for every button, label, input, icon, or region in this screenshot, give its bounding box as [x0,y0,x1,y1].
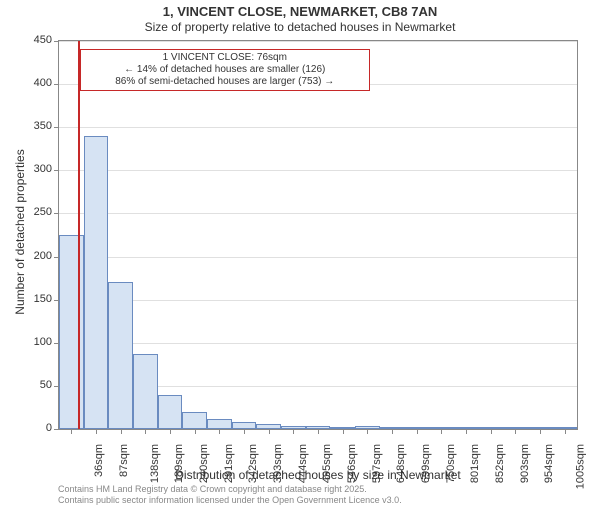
marker-line [78,41,80,429]
y-tick-label: 0 [2,422,52,434]
y-tick-mark [54,170,59,171]
y-ticks: 050100150200250300350400450 [0,40,56,430]
histogram-bar [207,419,232,429]
y-tick-label: 250 [2,206,52,218]
y-tick-mark [54,343,59,344]
chart-container: 1, VINCENT CLOSE, NEWMARKET, CB8 7AN Siz… [0,0,600,500]
annotation-box: 1 VINCENT CLOSE: 76sqm ← 14% of detached… [80,49,370,91]
histogram-bar [133,354,158,429]
histogram-bar [158,395,183,429]
histogram-bar [182,412,207,429]
y-tick-label: 300 [2,163,52,175]
y-tick-label: 200 [2,250,52,262]
histogram-bar [108,282,133,429]
y-tick-label: 450 [2,34,52,46]
annotation-line-2: ← 14% of detached houses are smaller (12… [85,64,365,76]
bars-layer [59,41,577,429]
annotation-line-3: 86% of semi-detached houses are larger (… [85,76,365,88]
y-tick-label: 150 [2,293,52,305]
y-tick-mark [54,127,59,128]
x-tick-label: 1005sqm [574,444,586,489]
histogram-bar [232,422,257,429]
y-tick-label: 350 [2,120,52,132]
annotation-line-1: 1 VINCENT CLOSE: 76sqm [85,52,365,64]
y-tick-mark [54,300,59,301]
footer-line-2: Contains public sector information licen… [58,495,598,506]
footer-note: Contains HM Land Registry data © Crown c… [58,484,598,506]
y-tick-mark [54,386,59,387]
chart-title: 1, VINCENT CLOSE, NEWMARKET, CB8 7AN [0,4,600,19]
x-axis-label: Distribution of detached houses by size … [58,468,578,482]
y-tick-mark [54,213,59,214]
y-tick-label: 50 [2,379,52,391]
y-tick-mark [54,41,59,42]
y-tick-label: 100 [2,336,52,348]
y-tick-label: 400 [2,77,52,89]
histogram-bar [84,136,109,429]
y-tick-mark [54,257,59,258]
footer-line-1: Contains HM Land Registry data © Crown c… [58,484,598,495]
x-ticks: 36sqm87sqm138sqm189sqm240sqm291sqm342sqm… [58,430,578,440]
y-tick-mark [54,84,59,85]
plot-area: 1 VINCENT CLOSE: 76sqm ← 14% of detached… [58,40,578,430]
chart-subtitle: Size of property relative to detached ho… [0,20,600,34]
